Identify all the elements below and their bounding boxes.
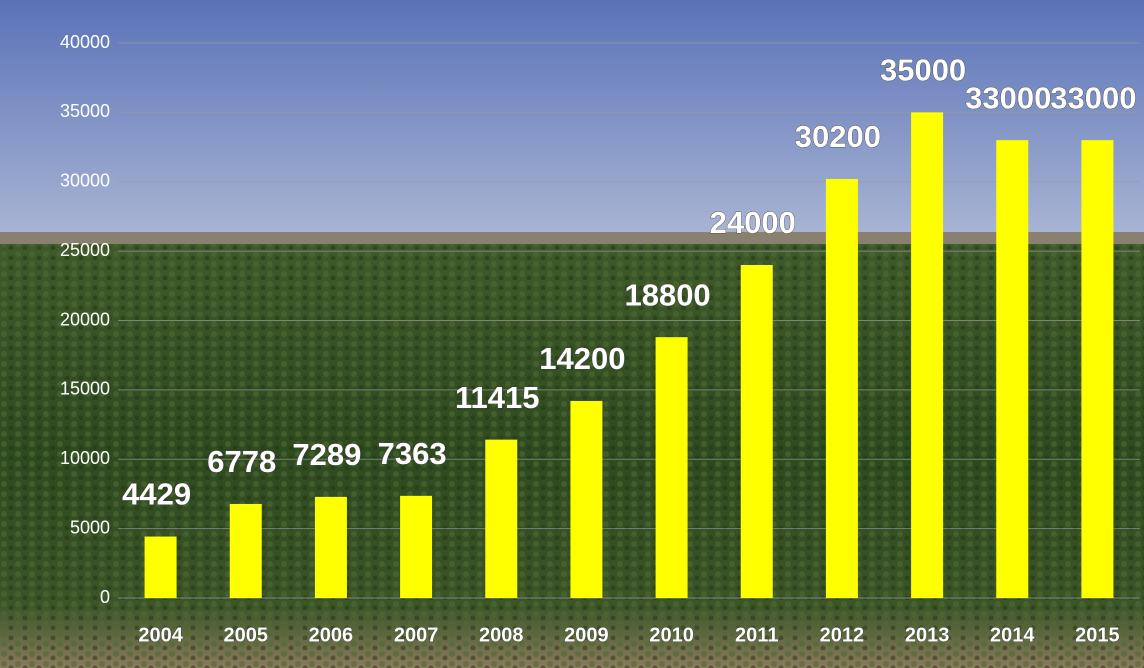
y-tick-label: 40000	[60, 32, 110, 52]
bar	[570, 400, 603, 598]
y-tick-label: 25000	[60, 240, 110, 260]
x-tick-label: 2004	[138, 624, 183, 646]
data-label: 33000	[1050, 80, 1136, 115]
data-label: 6778	[207, 444, 276, 479]
y-tick-label: 30000	[60, 171, 110, 191]
bar	[144, 536, 177, 598]
y-tick-label: 10000	[60, 448, 110, 468]
x-tick-label: 2014	[990, 624, 1035, 646]
data-label: 35000	[880, 53, 966, 88]
y-tick-label: 20000	[60, 309, 110, 329]
data-label: 7363	[378, 436, 447, 471]
bar	[996, 140, 1029, 598]
data-label: 11415	[455, 380, 540, 415]
data-label: 30200	[795, 119, 881, 154]
bar	[1081, 140, 1114, 598]
bar	[655, 337, 688, 598]
y-tick-label: 5000	[70, 517, 110, 537]
y-tick-label: 35000	[60, 101, 110, 121]
x-tick-label: 2015	[1075, 624, 1120, 646]
data-label: 24000	[710, 205, 796, 240]
x-tick-label: 2011	[735, 624, 778, 646]
background-sky	[0, 0, 1144, 240]
data-label: 33000	[965, 80, 1051, 115]
x-tick-label: 2007	[394, 624, 439, 646]
bar	[911, 112, 944, 598]
data-label: 18800	[624, 277, 710, 312]
x-tick-label: 2013	[905, 624, 950, 646]
x-tick-label: 2008	[479, 624, 524, 646]
bar	[314, 496, 347, 598]
data-label: 4429	[122, 477, 191, 512]
x-tick-label: 2009	[564, 624, 609, 646]
bar	[485, 439, 518, 598]
x-tick-label: 2010	[649, 624, 694, 646]
x-tick-label: 2012	[820, 624, 865, 646]
y-tick-label: 15000	[60, 379, 110, 399]
bar	[825, 178, 858, 598]
x-tick-label: 2006	[309, 624, 354, 646]
x-tick-label: 2005	[224, 624, 269, 646]
background-horizon	[0, 232, 1144, 246]
data-label: 14200	[539, 341, 625, 376]
bar	[740, 265, 773, 598]
bar	[400, 495, 433, 598]
y-tick-label: 0	[100, 587, 110, 607]
data-label: 7289	[292, 437, 361, 472]
bar	[229, 503, 262, 598]
